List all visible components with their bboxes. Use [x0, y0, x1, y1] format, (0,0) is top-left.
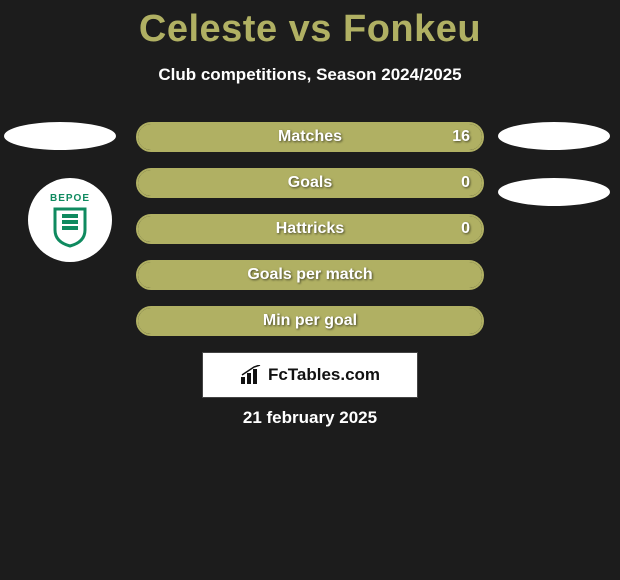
stat-label: Goals	[288, 174, 332, 192]
stat-row-goals-per-match: Goals per match	[136, 260, 484, 290]
brand-logo-box: FcTables.com	[202, 352, 418, 398]
page-subtitle: Club competitions, Season 2024/2025	[0, 65, 620, 85]
stat-row-min-per-goal: Min per goal	[136, 306, 484, 336]
stat-label: Min per goal	[263, 312, 357, 330]
footer-date: 21 february 2025	[0, 408, 620, 428]
stats-container: Matches 16 Goals 0 Hattricks 0 Goals per…	[136, 122, 484, 352]
brand-logo-text: FcTables.com	[268, 365, 380, 385]
player-avatar-right-placeholder-2	[498, 178, 610, 206]
stat-label: Matches	[278, 128, 342, 146]
player-avatar-right-placeholder-1	[498, 122, 610, 150]
club-badge-text: BEPOE	[50, 193, 90, 204]
stat-row-goals: Goals 0	[136, 168, 484, 198]
club-badge-left: BEPOE	[28, 178, 112, 262]
stat-label: Hattricks	[276, 220, 344, 238]
stat-label: Goals per match	[247, 266, 372, 284]
shield-icon	[52, 206, 88, 248]
bar-chart-icon	[240, 365, 262, 385]
stat-value: 16	[452, 128, 470, 146]
player-avatar-left-placeholder	[4, 122, 116, 150]
stat-row-matches: Matches 16	[136, 122, 484, 152]
stat-value: 0	[461, 174, 470, 192]
stat-row-hattricks: Hattricks 0	[136, 214, 484, 244]
page-title: Celeste vs Fonkeu	[0, 0, 620, 51]
stat-value: 0	[461, 220, 470, 238]
